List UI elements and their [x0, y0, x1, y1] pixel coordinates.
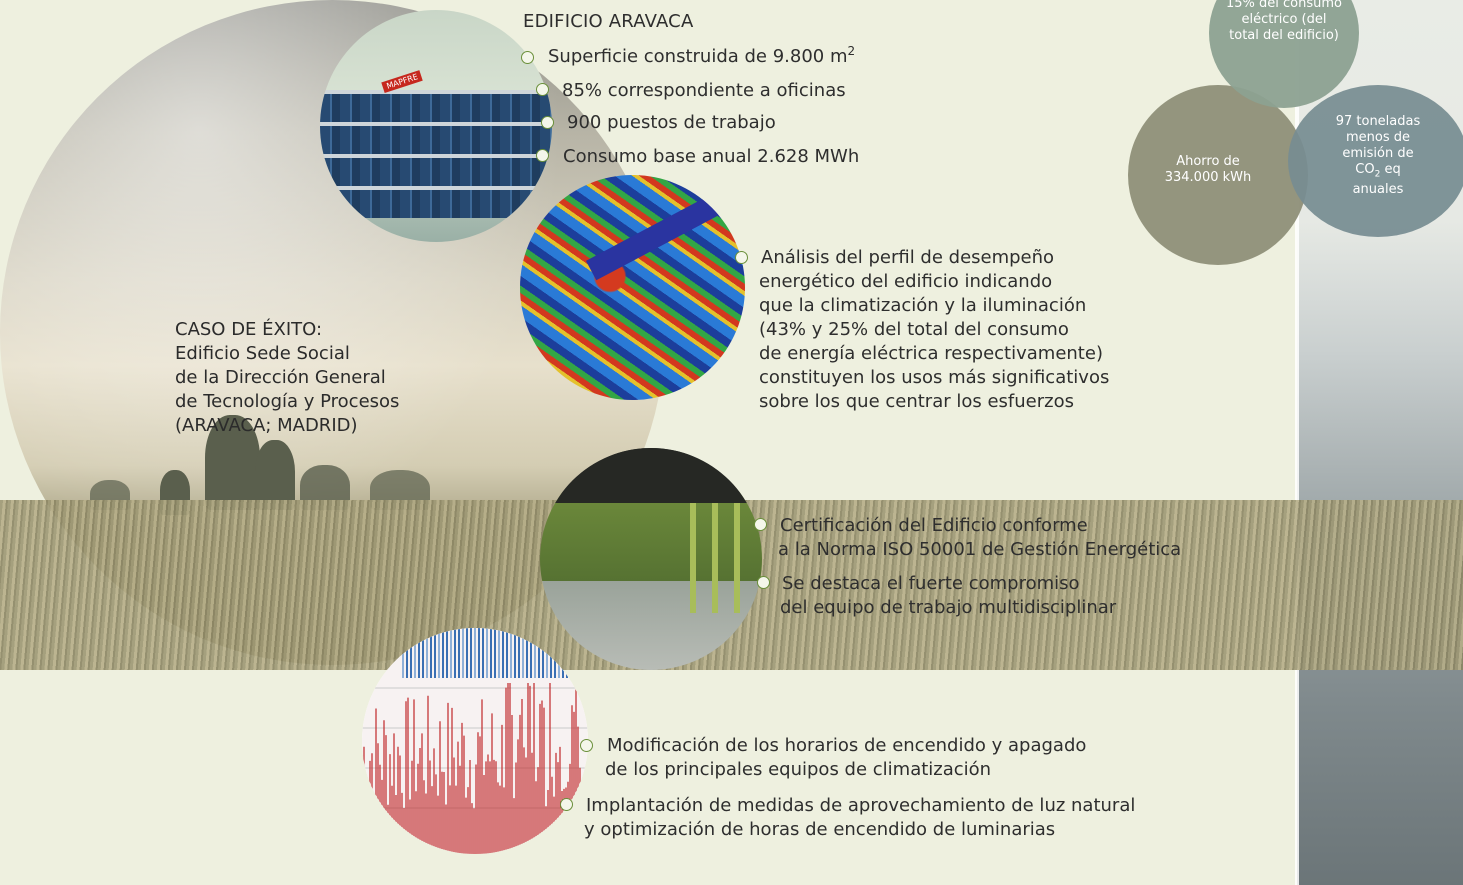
bullet-icon — [580, 739, 593, 752]
case-study-text: CASO DE ÉXITO: Edificio Sede Social de l… — [175, 319, 400, 436]
list-item: Consumo base anual 2.628 MWh — [563, 146, 860, 167]
bullet-icon — [541, 116, 554, 129]
bullet-icon — [735, 251, 748, 264]
bullet-icon — [757, 576, 770, 589]
co2-savings-circle: 97 toneladas menos de emisión de CO2 eq … — [1288, 85, 1463, 237]
list-item: Se destaca el fuerte compromiso del equi… — [780, 573, 1117, 618]
bullet-icon — [536, 149, 549, 162]
divider — [1295, 0, 1299, 885]
list-item: Modificación de los horarios de encendid… — [605, 735, 1087, 780]
list-item: Superficie construida de 9.800 m2 — [548, 44, 856, 67]
list-item: Implantación de medidas de aprovechamien… — [584, 795, 1136, 840]
bullet-icon — [560, 798, 573, 811]
building-model-image — [540, 448, 762, 670]
analysis-text: Análisis del perfil de desempeño energét… — [759, 247, 1110, 412]
bullet-icon — [754, 518, 767, 531]
list-item: 85% correspondiente a oficinas — [562, 80, 846, 101]
savings-kwh-circle: Ahorro de 334.000 kWh — [1128, 85, 1308, 265]
section-title: EDIFICIO ARAVACA — [523, 11, 694, 32]
bullet-icon — [536, 83, 549, 96]
list-item: 900 puestos de trabajo — [567, 112, 776, 133]
consumption-chart-image — [362, 628, 588, 854]
building-photo: MAPFRE — [320, 10, 552, 242]
consumption-chart-svg — [362, 628, 588, 854]
bullet-icon — [521, 51, 534, 64]
list-item: Certificación del Edificio conforme a la… — [778, 515, 1182, 560]
thermal-simulation-image — [520, 175, 745, 400]
